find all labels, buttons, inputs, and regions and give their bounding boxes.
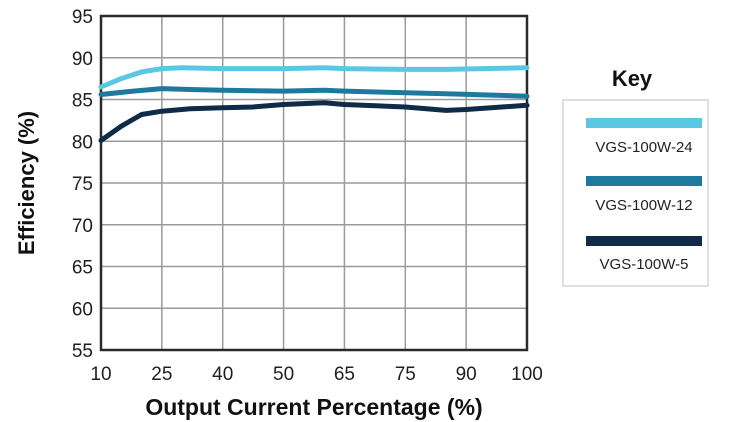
x-tick-label: 75 [395,364,416,385]
y-tick-label: 95 [72,7,93,28]
y-tick-label: 80 [72,132,93,153]
y-tick-label: 75 [72,174,93,195]
y-tick-label: 55 [72,341,93,362]
y-tick-label: 60 [72,299,93,320]
x-tick-label: 65 [334,364,355,385]
series-line-2 [98,86,530,99]
x-axis-title: Output Current Percentage (%) [145,394,482,420]
x-tick-label: 90 [456,364,477,385]
legend-label-1: VGS-100W-24 [595,139,692,156]
x-tick-label: 100 [511,364,543,385]
legend-swatch-3 [586,236,702,246]
y-axis-title: Efficiency (%) [14,111,39,255]
legend-swatch-2 [586,176,702,186]
legend-swatch-1 [586,118,702,128]
legend-title: Key [612,66,653,91]
plot-frame [99,14,529,352]
y-tick-label: 70 [72,216,93,237]
y-tick-label: 65 [72,258,93,279]
y-tick-label: 85 [72,91,93,112]
legend-box [562,99,709,287]
y-tick-label: 90 [72,49,93,70]
x-tick-label: 10 [90,364,111,385]
x-tick-label: 40 [212,364,233,385]
legend-label-3: VGS-100W-5 [600,256,689,273]
x-tick-label: 50 [273,364,294,385]
x-tick-label: 25 [151,364,172,385]
legend-label-2: VGS-100W-12 [595,197,692,214]
series-line-3 [98,100,530,143]
series-line-1 [98,65,530,90]
